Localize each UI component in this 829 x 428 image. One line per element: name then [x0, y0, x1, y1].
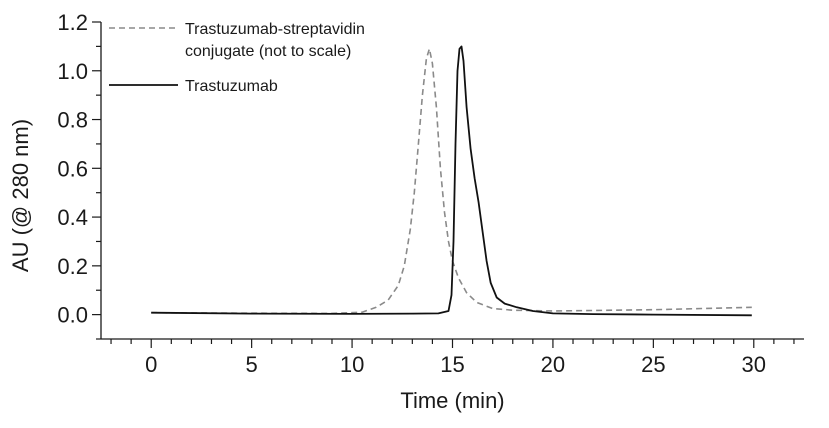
- plot-area: [151, 45, 752, 317]
- y-tick-label: 1.2: [57, 10, 88, 35]
- x-tick-label: 15: [440, 352, 464, 377]
- series-line-1: [151, 48, 752, 315]
- x-tick-label: 0: [145, 352, 157, 377]
- x-tick-label: 30: [742, 352, 766, 377]
- y-axis-title: AU (@ 280 nm): [8, 119, 33, 272]
- x-tick-label: 25: [641, 352, 665, 377]
- legend-label-1: Trastuzumab-streptavidin conjugate (not t…: [185, 21, 365, 60]
- series-line-2: [151, 45, 752, 317]
- y-tick-label: 0.0: [57, 303, 88, 328]
- axes: 0.0 0.2 0.4 0.6 0.8 1.0 1.2 0 5 10 15 20 25 30: [57, 10, 804, 377]
- legend-label-2: Trastuzumab: [185, 78, 278, 95]
- y-tick-label: 0.8: [57, 108, 88, 133]
- legend: Trastuzumab-streptavidin conjugate (not t…: [109, 21, 365, 95]
- x-tick-label: 10: [340, 352, 364, 377]
- y-tick-label: 0.4: [57, 205, 88, 230]
- y-tick-label: 0.2: [57, 254, 88, 279]
- x-axis-title: Time (min): [400, 388, 504, 413]
- y-tick-label: 1.0: [57, 59, 88, 84]
- y-tick-label: 0.6: [57, 156, 88, 181]
- x-tick-label: 20: [541, 352, 565, 377]
- x-tick-label: 5: [246, 352, 258, 377]
